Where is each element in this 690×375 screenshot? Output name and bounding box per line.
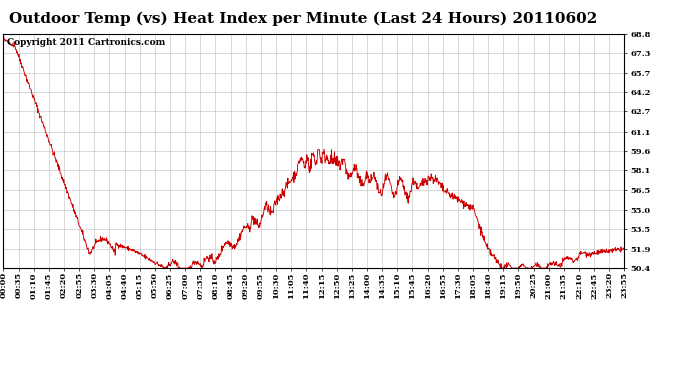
Text: Outdoor Temp (vs) Heat Index per Minute (Last 24 Hours) 20110602: Outdoor Temp (vs) Heat Index per Minute … [10, 11, 598, 26]
Text: Copyright 2011 Cartronics.com: Copyright 2011 Cartronics.com [7, 39, 165, 48]
